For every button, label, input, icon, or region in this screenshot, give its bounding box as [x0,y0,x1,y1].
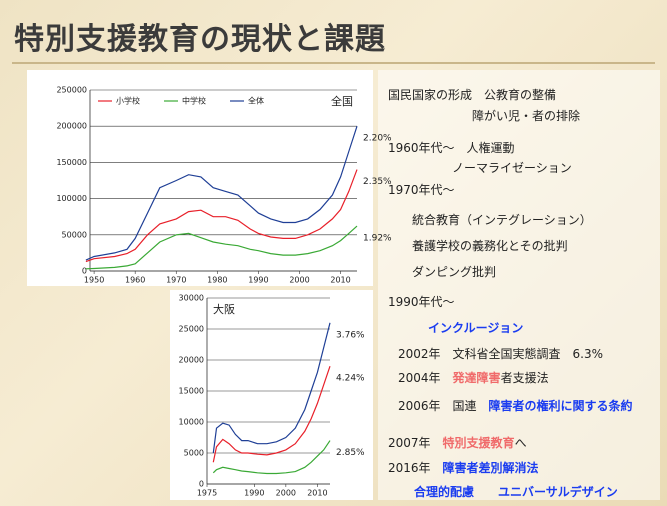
series-line [212,366,331,463]
end-label: 1.92% [363,234,392,244]
note: 2004年 発達障害者支援法 [398,369,549,386]
note-text: 者支援法 [500,371,549,385]
end-label: 2.20% [363,134,392,144]
note-text: 発達障害 [452,371,501,385]
note-text: 障害者差別解消法 [442,461,539,475]
note: 障がい児・者の排除 [472,107,580,124]
note-text: 障害者の権利に関する条約 [488,399,633,413]
y-tick-label: 0 [199,480,204,489]
note: 1960年代～ 人権運動 [388,139,515,156]
chart-label: 大阪 [213,302,235,316]
note-text: インクルージョン [428,321,524,335]
y-tick-label: 150000 [56,158,87,167]
end-label: 3.76% [336,330,365,340]
note: 養護学校の義務化とその批判 [412,237,568,254]
y-tick-label: 10000 [179,418,204,427]
chart-panel [27,70,373,286]
x-tick-label: 1980 [207,276,227,285]
note-text: 障がい児・者の排除 [472,109,581,123]
x-tick-label: 1970 [166,276,186,285]
y-tick-label: 250000 [56,86,87,95]
slide-title: 特別支援教育の現状と課題 [14,22,386,57]
note-text: 1990年代～ [388,295,455,309]
note-text: ノーマライゼーション [452,161,572,175]
legend-label: 小学校 [116,96,140,106]
legend-label: 全体 [248,96,264,106]
note-text: ダンピング批判 [412,265,497,279]
note: 国民国家の形成 公教育の整備 [388,86,556,103]
y-tick-label: 25000 [179,325,204,334]
note: ノーマライゼーション [452,159,572,176]
note-text: 2016年 [388,461,443,475]
x-tick-label: 1975 [197,489,217,498]
note: 1990年代～ [388,293,455,310]
note-text: へ [514,436,527,450]
y-tick-label: 30000 [179,294,204,303]
chart-label: 全国 [331,94,353,108]
note: 統合教育（インテグレーション） [412,211,592,228]
series-line [212,440,331,475]
end-label: 2.85% [336,448,365,458]
end-label: 4.24% [336,374,365,384]
x-tick-label: 2010 [307,489,327,498]
note: ダンピング批判 [412,263,496,280]
x-tick-label: 1950 [84,276,104,285]
note-text: 合理的配慮 ユニバーサルデザイン [414,485,618,499]
note: 2006年 国連 障害者の権利に関する条約 [398,397,633,414]
text-panel [378,70,660,500]
note-text: 統合教育（インテグレーション） [412,213,592,227]
series-line [85,169,358,263]
note-text: 2006年 国連 [398,399,489,413]
series-line [212,322,331,454]
y-tick-label: 50000 [62,230,87,239]
series-line [85,225,358,270]
legend-label: 中学校 [182,96,206,106]
note: 合理的配慮 ユニバーサルデザイン [414,483,618,500]
x-tick-label: 1960 [125,276,145,285]
x-tick-label: 2000 [289,276,309,285]
y-tick-label: 0 [82,267,87,276]
x-tick-label: 1990 [244,489,264,498]
note-text: 国民国家の形成 公教育の整備 [388,88,557,102]
note-text: 2004年 [398,371,453,385]
x-tick-label: 2000 [276,489,296,498]
chart-panel [170,290,373,500]
x-tick-label: 1990 [248,276,268,285]
y-tick-label: 15000 [179,387,204,396]
series-line [85,126,358,261]
note: 2016年 障害者差別解消法 [388,459,539,476]
y-tick-label: 100000 [56,194,87,203]
note-text: 養護学校の義務化とその批判 [412,239,568,253]
note: インクルージョン [428,319,523,336]
y-tick-label: 5000 [184,449,204,458]
note-text: 1970年代～ [388,183,455,197]
note: 2007年 特別支援教育へ [388,434,527,451]
x-tick-label: 2010 [330,276,350,285]
note-text: 1960年代～ 人権運動 [388,141,515,155]
y-tick-label: 20000 [179,356,204,365]
note-text: 2007年 [388,436,443,450]
note-text: 特別支援教育 [442,436,515,450]
y-tick-label: 200000 [56,122,87,131]
note: 2002年 文科省全国実態調査 6.3% [398,345,603,362]
end-label: 2.35% [363,177,392,187]
title-rule [12,62,655,64]
note: 1970年代～ [388,181,455,198]
note-text: 2002年 文科省全国実態調査 6.3% [398,347,604,361]
